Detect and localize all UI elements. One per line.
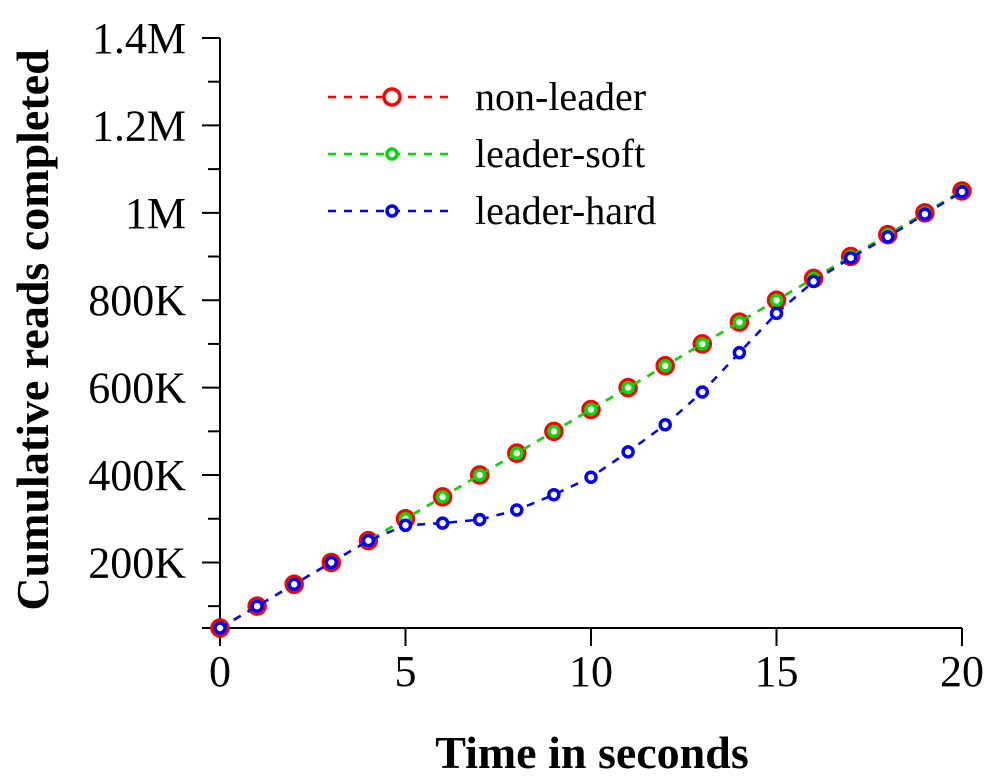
data-point xyxy=(621,445,635,459)
x-tick-label: 20 xyxy=(940,647,984,696)
data-point xyxy=(472,468,487,482)
legend-label: leader-hard xyxy=(475,188,656,233)
y-tick-label: 1M xyxy=(125,189,186,238)
y-axis-title: Cumulative reads completed xyxy=(7,49,58,611)
data-point xyxy=(547,424,561,439)
y-tick-label: 600K xyxy=(88,364,186,413)
data-point xyxy=(324,555,339,570)
y-tick-label: 400K xyxy=(88,451,186,500)
data-point xyxy=(955,185,969,199)
series-leader-hard xyxy=(213,185,969,635)
data-point xyxy=(732,345,747,360)
data-point xyxy=(584,402,598,417)
x-tick-label: 5 xyxy=(395,647,417,696)
data-point xyxy=(435,490,450,504)
data-point xyxy=(621,380,635,395)
legend-label: non-leader xyxy=(475,74,646,119)
legend-entry: leader-hard xyxy=(328,188,656,233)
data-point xyxy=(695,385,710,399)
y-tick-label: 1.2M xyxy=(92,101,186,150)
x-tick-label: 10 xyxy=(569,647,613,696)
legend-marker xyxy=(385,147,399,161)
data-point xyxy=(769,293,784,307)
series-layer xyxy=(210,181,972,638)
data-point xyxy=(287,577,301,592)
data-point xyxy=(658,418,672,432)
data-point xyxy=(510,503,524,517)
data-point xyxy=(435,516,450,530)
legend-marker xyxy=(382,87,402,107)
data-point xyxy=(510,446,524,460)
data-point xyxy=(250,599,264,613)
x-tick-label: 15 xyxy=(755,647,799,696)
data-point xyxy=(472,512,487,527)
legend-entry: leader-soft xyxy=(328,131,645,176)
data-point xyxy=(695,337,710,351)
legend-entry: non-leader xyxy=(328,74,646,119)
data-point xyxy=(361,533,376,548)
legend: non-leader leader-soft leader-hard xyxy=(328,74,656,233)
data-point xyxy=(584,470,598,484)
y-tick-label: 1.4M xyxy=(92,14,186,63)
y-tick-label: 200K xyxy=(88,538,186,587)
data-point xyxy=(843,251,858,265)
x-tick-label: 0 xyxy=(209,647,231,696)
y-tick-label: 800K xyxy=(88,276,186,325)
data-point xyxy=(398,518,413,533)
data-point xyxy=(769,306,784,321)
data-point xyxy=(881,230,895,244)
data-point xyxy=(658,359,672,373)
x-axis-title: Time in seconds xyxy=(435,727,749,778)
legend-label: leader-soft xyxy=(475,131,645,176)
legend-marker xyxy=(385,204,399,218)
axes: 200K 400K 600K 800K 1M 1.2M 1.4M 0 5 10 15 20 xyxy=(88,14,984,696)
data-point xyxy=(918,207,932,221)
data-point xyxy=(547,487,561,502)
data-point xyxy=(732,315,747,329)
data-point xyxy=(806,274,821,289)
data-point xyxy=(213,621,227,635)
